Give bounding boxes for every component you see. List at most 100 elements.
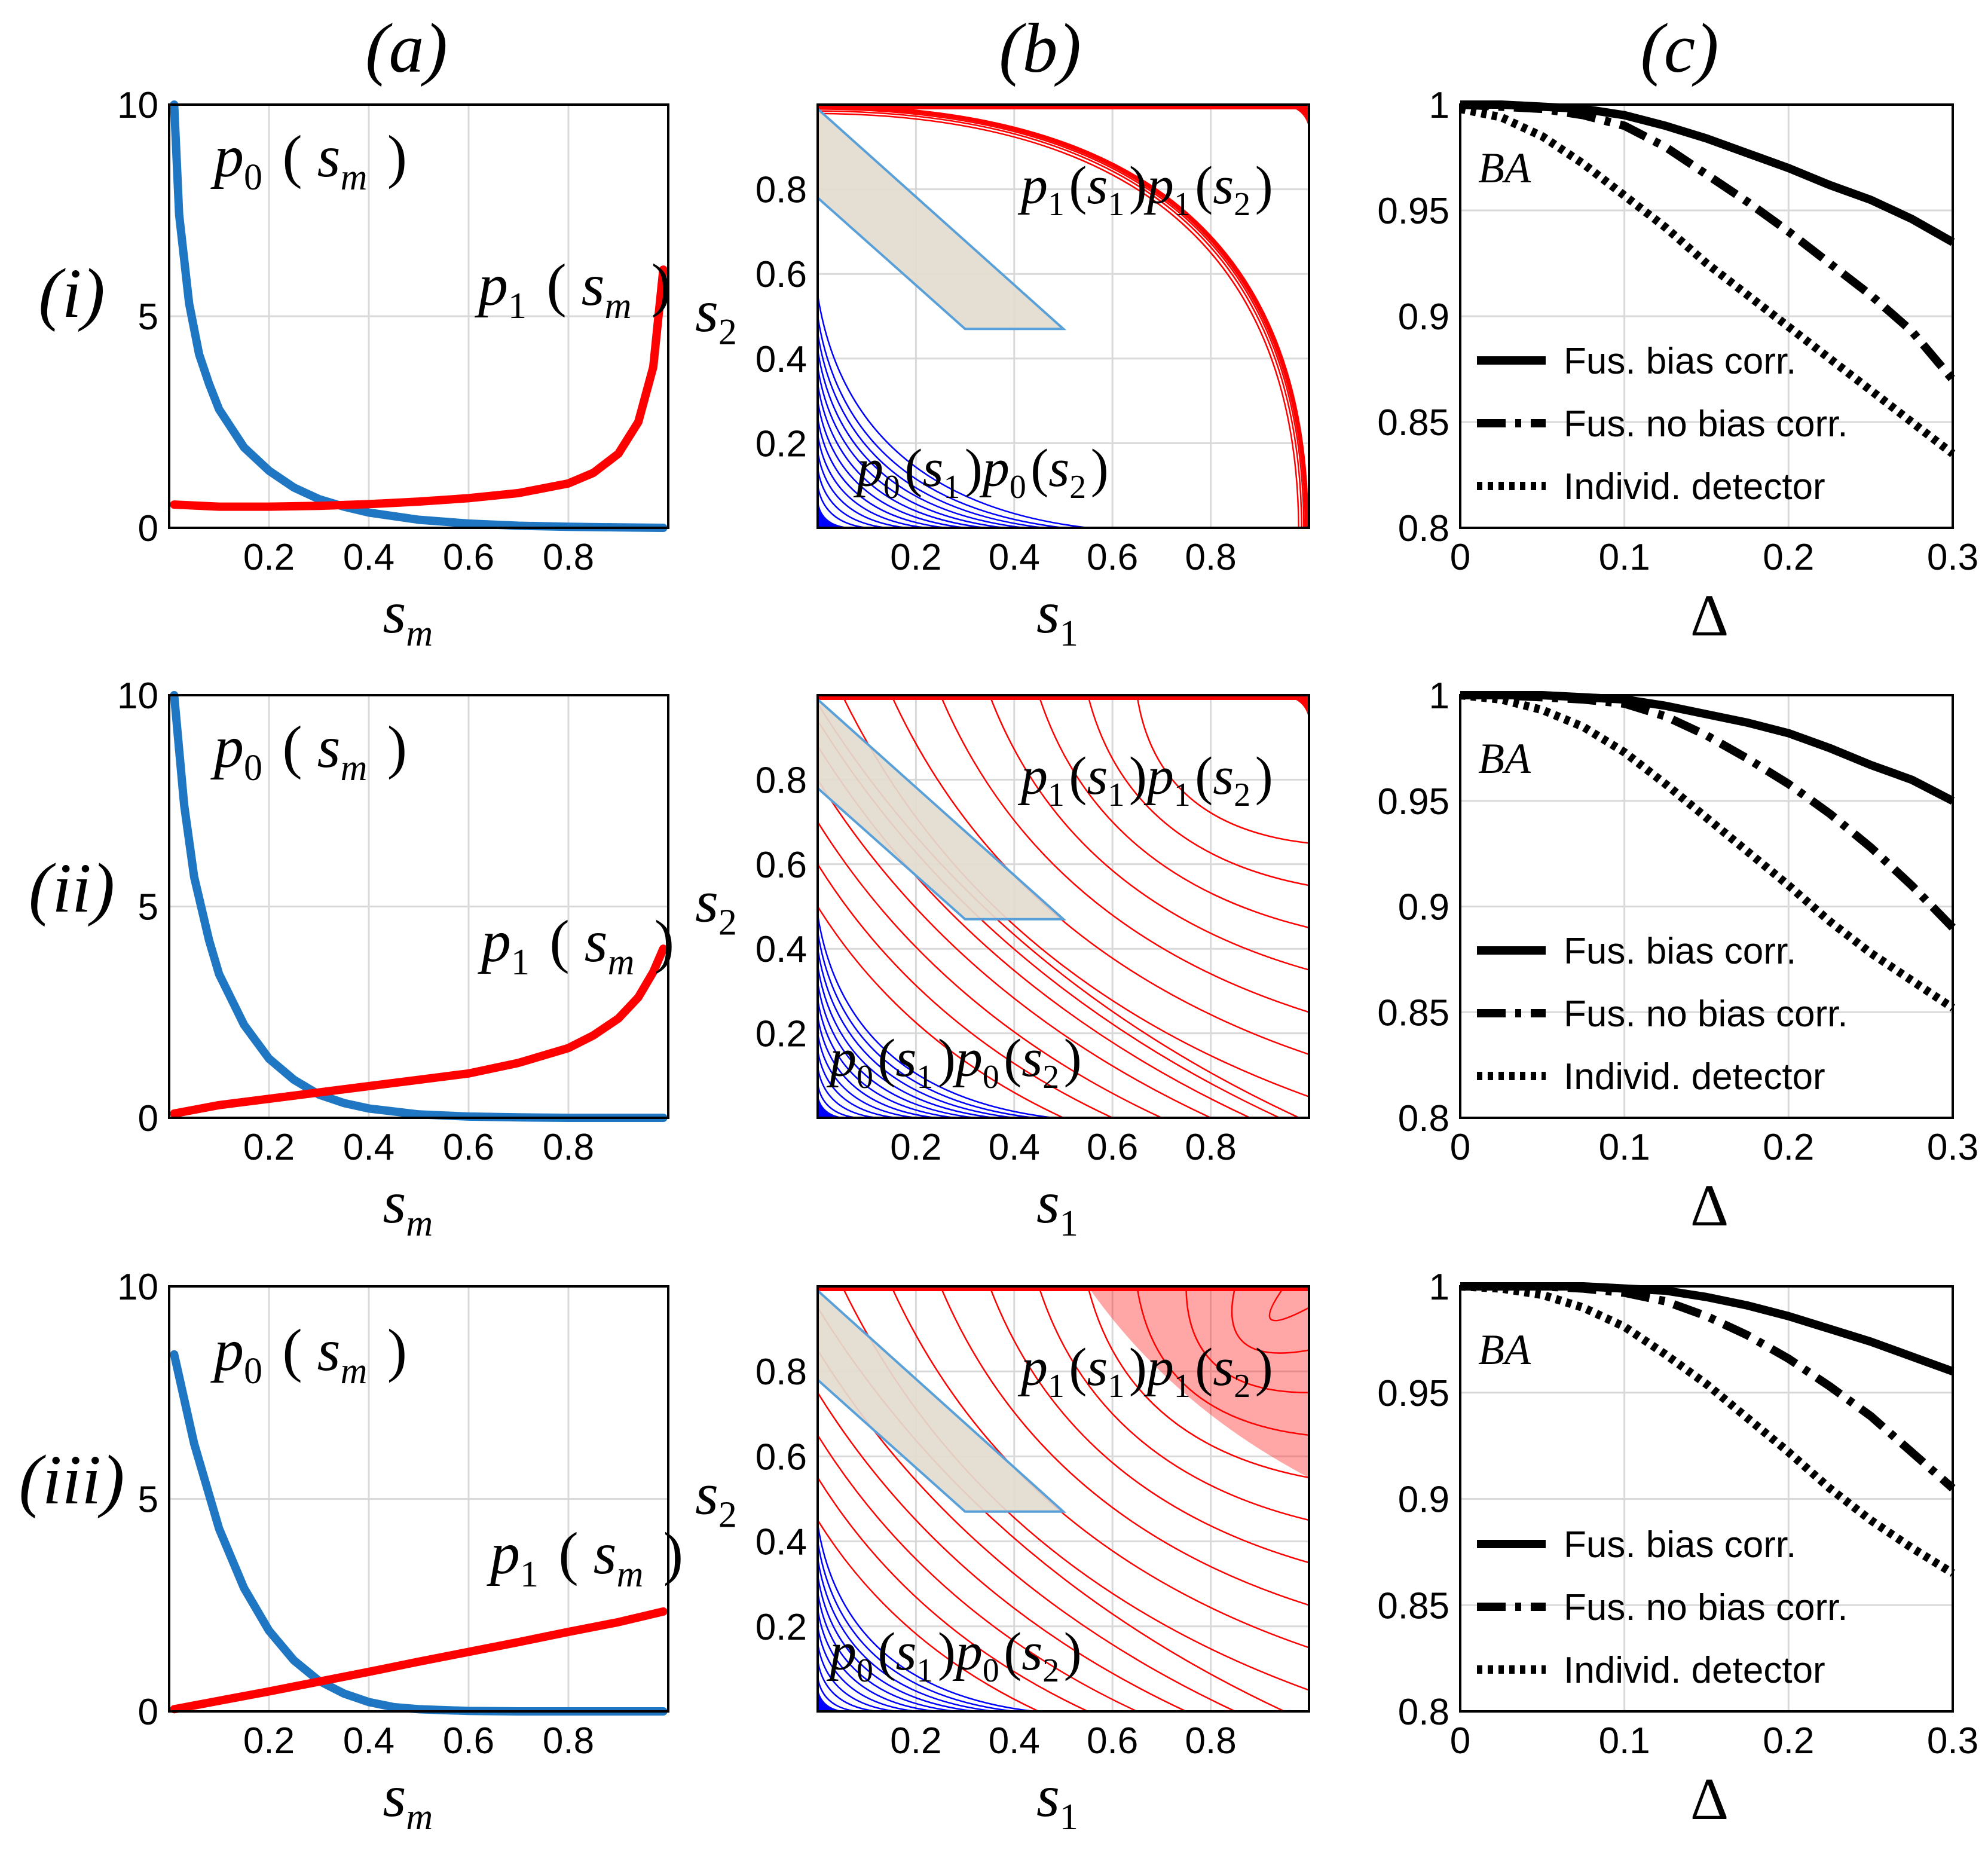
x-tick-label: 0.2 — [890, 1127, 941, 1168]
y-tick-label: 0.6 — [756, 254, 807, 295]
y-axis-label: s2 — [695, 869, 742, 943]
contour-lines — [818, 105, 1309, 528]
p1-contour — [989, 1286, 1309, 1564]
row-label: (iii) — [19, 1441, 125, 1519]
p1-contour — [818, 105, 1308, 528]
p0-contour — [818, 1050, 897, 1118]
ba-label: BA — [1478, 144, 1531, 192]
p1-contour — [1038, 1286, 1309, 1521]
y-tick-label: 0.9 — [1398, 1479, 1449, 1521]
x-tick-label: 0.2 — [243, 537, 295, 578]
y-tick-label: 0.85 — [1377, 992, 1449, 1034]
p1-contour — [1136, 695, 1309, 844]
y-tick-label: 0.9 — [1398, 887, 1449, 928]
p0-annotation: p0 ( sm ) — [210, 1317, 407, 1392]
row-label: (ii) — [29, 849, 115, 927]
y-tick-label: 10 — [117, 1267, 158, 1308]
x-tick-label: 0.6 — [443, 1720, 494, 1762]
p1-contour — [989, 695, 1309, 971]
x-tick-label: 0.3 — [1927, 537, 1978, 578]
p1-contour — [1038, 695, 1309, 929]
p0-product-annotation: p0 (s1 )p0 (s2 ) — [826, 1029, 1082, 1096]
p1-contour — [1087, 695, 1309, 886]
x-axis-label: s1 — [1036, 1763, 1083, 1838]
p0-contour — [818, 915, 1054, 1118]
ba-series-dotted — [1460, 691, 1955, 1012]
p1-contour — [818, 1520, 1039, 1711]
x-axis-label: Δ — [1690, 582, 1729, 649]
axes-frame — [168, 103, 669, 529]
axes-frame — [816, 103, 1310, 529]
p0-contour — [818, 1626, 916, 1711]
p0-contour — [818, 982, 975, 1118]
y-tick-label: 0.8 — [756, 760, 807, 801]
p1-contour — [818, 110, 1302, 528]
ba-series-dashdot — [1460, 100, 1956, 383]
p0-contour-core — [818, 1092, 848, 1118]
p0-contour — [818, 468, 887, 528]
p0-contour — [818, 1033, 916, 1118]
y-tick-label: 0.8 — [1398, 508, 1449, 549]
x-tick-label: 0.1 — [1599, 1127, 1650, 1168]
p0-contour-core — [818, 1686, 848, 1711]
axes-frame — [1459, 1285, 1954, 1713]
legend-label: Individ. detector — [1564, 1650, 1825, 1691]
x-tick-label: 0.4 — [989, 537, 1040, 578]
x-tick-label: 0.4 — [989, 1720, 1040, 1762]
p1-contour — [818, 105, 1309, 528]
ba-plot: 0 0.1 0.2 0.3 0.8 0.85 0.9 0.95 1 BA Fus. bias cor… — [1377, 675, 1978, 1239]
p1-contour-core — [1279, 695, 1309, 721]
p0-product-annotation: p0 (s1 )p0 (s2 ) — [826, 1622, 1082, 1689]
row-label: (i) — [38, 254, 105, 332]
p0-contour — [818, 384, 985, 528]
p0-annotation: p0 ( sm ) — [210, 123, 407, 198]
y-tick-label: 1 — [1429, 675, 1449, 717]
p0-contour — [818, 931, 1034, 1118]
y-tick-label: 0 — [138, 1098, 158, 1139]
x-tick-label: 0.2 — [243, 1720, 295, 1762]
contour-lines — [818, 1286, 1309, 1711]
p0-contour — [818, 1592, 956, 1711]
y-tick-label: 0.85 — [1377, 402, 1449, 444]
x-tick-label: 0.4 — [989, 1127, 1040, 1168]
x-axis-label: sm — [383, 579, 438, 654]
ba-series-solid — [1460, 100, 1955, 246]
p0-contour — [818, 1575, 975, 1711]
p1-product-annotation: p1 (s1 )p1 (s2 ) — [1017, 747, 1273, 814]
p0-contour — [818, 485, 867, 528]
p0-contour — [818, 1066, 877, 1118]
p1-contour — [1231, 1286, 1309, 1354]
x-axis-label: s1 — [1036, 579, 1083, 654]
ba-plot: 0 0.1 0.2 0.3 0.8 0.85 0.9 0.95 1 BA Fus. bias cor… — [1377, 85, 1978, 649]
p1-contour — [1136, 1286, 1309, 1436]
density-plot: 0.2 0.4 0.6 0.8 0 5 10 p0 ( sm ) p1 ( sm ) sm — [117, 1267, 683, 1838]
p1-density-curve — [170, 1607, 668, 1714]
p0-contour — [818, 1016, 936, 1118]
y-tick-label: 0.2 — [756, 1607, 807, 1648]
y-tick-label: 10 — [117, 675, 158, 717]
decision-region — [816, 105, 1067, 331]
p1-annotation: p1 ( sm ) — [475, 252, 671, 326]
y-tick-label: 0 — [138, 508, 158, 549]
x-tick-label: 0.4 — [343, 537, 394, 578]
y-tick-label: 0.6 — [756, 845, 807, 886]
p0-contour — [818, 400, 965, 528]
ba-series-solid — [1460, 1282, 1955, 1375]
y-tick-label: 0 — [138, 1692, 158, 1733]
x-axis-label: Δ — [1690, 1766, 1729, 1832]
p0-annotation: p0 ( sm ) — [210, 714, 407, 788]
x-tick-label: 0.8 — [1185, 1720, 1236, 1762]
x-tick-label: 0.1 — [1599, 1720, 1650, 1762]
x-tick-label: 0.6 — [1087, 537, 1138, 578]
p0-contour — [818, 1660, 877, 1711]
p0-product-annotation: p0 (s1 )p0 (s2 ) — [853, 439, 1109, 506]
y-tick-label: 0.2 — [756, 423, 807, 464]
legend-label: Fus. no bias corr. — [1564, 1587, 1848, 1628]
y-tick-label: 0.6 — [756, 1436, 807, 1478]
p0-density-curve — [170, 100, 668, 532]
decision-region — [816, 695, 1067, 921]
ba-series-dashdot — [1460, 691, 1956, 931]
p0-contour — [818, 316, 1064, 528]
p1-contour — [818, 108, 1305, 528]
x-tick-label: 0.2 — [1763, 1720, 1814, 1762]
